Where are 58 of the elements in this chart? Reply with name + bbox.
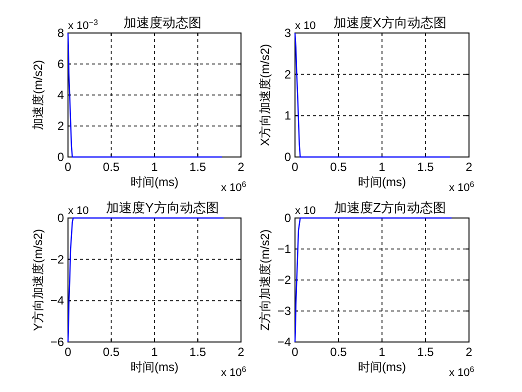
x-tick-label: 1.5 — [417, 345, 434, 359]
chart-title: 加速度Z方向动态图 — [334, 200, 446, 215]
y-tick-label: 3 — [284, 26, 292, 40]
y-tick-label: 2 — [57, 119, 64, 133]
chart-title: 加速度X方向动态图 — [334, 15, 446, 30]
x-axis-title: 时间(ms) — [358, 175, 406, 189]
y-axis-title: Y方向加速度(m/s2) — [31, 228, 45, 331]
x-tick-label: 0.5 — [330, 345, 348, 359]
x-tick-label: 0.5 — [102, 160, 120, 174]
x-tick-label: 1.5 — [189, 345, 206, 359]
x-tick-label: 1.5 — [189, 160, 206, 174]
y-tick-label: 2 — [284, 67, 292, 82]
y-tick-label: −1 — [277, 242, 292, 256]
text: x 10$^{6}$ — [221, 364, 247, 379]
y-tick-label: 0 — [57, 211, 64, 225]
text: x 10$^{6}$ — [221, 180, 247, 194]
x-tick-label: 2 — [238, 160, 245, 174]
x-tick-label: 0.5 — [330, 160, 348, 174]
text: x 10 — [68, 205, 89, 217]
x-tick-label: 1 — [151, 345, 158, 359]
y-axis-title: X方向加速度(m/s2) — [258, 44, 272, 146]
line-series — [67, 32, 223, 158]
y-axis-title: 加速度(m/s2) — [31, 60, 45, 130]
text: x 10$^{6}$ — [449, 364, 475, 379]
y-tick-label: 0 — [284, 211, 292, 225]
text: x 10$^{−3}$ — [68, 18, 98, 32]
chart-title: 加速度动态图 — [124, 15, 202, 30]
y-tick-label: −4 — [50, 294, 64, 308]
chart-title: 加速度Y方向动态图 — [106, 200, 219, 215]
x-axis-title: 时间(ms) — [130, 175, 178, 189]
y-tick-label: −6 — [50, 335, 64, 349]
x-tick-label: 1 — [378, 345, 386, 359]
x-tick-label: 2 — [466, 160, 473, 174]
line-series — [67, 217, 224, 343]
y-tick-label: 0 — [284, 150, 292, 164]
x-tick-label: 2 — [466, 345, 473, 359]
y-tick-label: 0 — [57, 150, 64, 164]
x-tick-label: 0.5 — [102, 345, 120, 359]
x-axis-title: 时间(ms) — [130, 360, 178, 374]
x-tick-label: 1 — [378, 160, 386, 174]
text: x 10$^{6}$ — [449, 180, 475, 194]
y-tick-label: 4 — [57, 88, 64, 102]
x-tick-label: 2 — [238, 345, 245, 359]
text: x 10 — [295, 20, 316, 32]
x-tick-label: 1 — [151, 160, 158, 174]
y-tick-label: −2 — [50, 252, 64, 266]
y-tick-label: 6 — [57, 57, 64, 71]
y-tick-label: −4 — [277, 335, 292, 349]
x-tick-label: 1.5 — [417, 160, 434, 174]
y-tick-label: −3 — [277, 304, 292, 318]
y-tick-label: 8 — [57, 26, 64, 40]
x-axis-title: 时间(ms) — [358, 360, 406, 374]
text: x 10 — [295, 205, 316, 217]
line-series — [294, 32, 450, 158]
line-series — [294, 217, 452, 343]
y-tick-label: 1 — [284, 108, 292, 123]
y-axis-title: Z方向加速度(m/s2) — [258, 229, 272, 331]
y-tick-label: −2 — [277, 273, 292, 287]
